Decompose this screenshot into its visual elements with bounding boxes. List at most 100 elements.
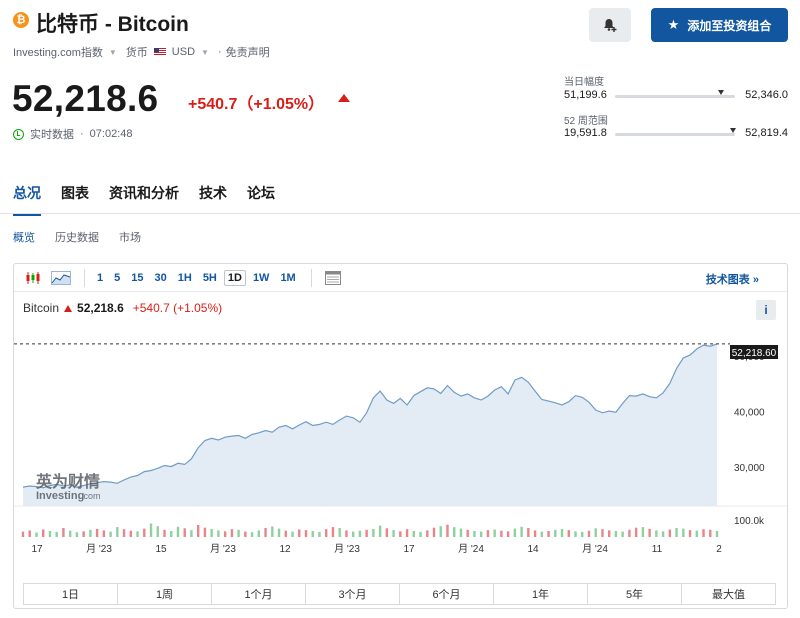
table-view-icon[interactable]: [324, 269, 342, 287]
range-1m[interactable]: 1个月: [212, 584, 306, 604]
x-tick-label: 15: [155, 544, 167, 555]
range-1y[interactable]: 1年: [494, 584, 588, 604]
range-6m[interactable]: 6个月: [400, 584, 494, 604]
range-3m[interactable]: 3个月: [306, 584, 400, 604]
area-chart-icon[interactable]: [50, 269, 72, 287]
volume-bar: [250, 532, 254, 537]
volume-bar: [486, 530, 490, 537]
chevron-down-icon[interactable]: ▼: [201, 47, 209, 57]
week52-range-marker: [729, 128, 736, 133]
legend-change: +540.7 (+1.05%): [132, 301, 223, 315]
x-tick-label: 月 '24: [582, 543, 608, 555]
source-label: Investing.com指数: [13, 47, 103, 59]
tab-news-analysis[interactable]: 资讯和分析: [109, 185, 179, 201]
range-1w[interactable]: 1周: [118, 584, 212, 604]
x-tick-label: 月 '23: [334, 543, 360, 555]
currency-value: USD: [171, 46, 196, 58]
bitcoin-coin-icon: ₿: [13, 12, 29, 28]
price-change: +540.7（+1.05%）: [188, 96, 325, 113]
volume-bar: [601, 529, 604, 537]
volume-bar: [621, 531, 624, 537]
volume-bar: [325, 529, 328, 537]
volume-bar: [21, 531, 25, 537]
volume-bar: [405, 529, 409, 537]
tab-chart[interactable]: 图表: [61, 185, 89, 201]
volume-bar: [358, 530, 362, 537]
x-tick-label: 12: [279, 544, 291, 555]
interval-1min[interactable]: 1: [97, 271, 104, 284]
volume-bar: [473, 531, 476, 537]
volume-bar: [715, 531, 719, 537]
up-arrow-icon: [64, 304, 73, 312]
volume-bar: [75, 532, 79, 537]
volume-bar: [223, 531, 227, 537]
volume-bar: [68, 530, 72, 537]
current-price-label: 52,218.60: [732, 348, 777, 359]
volume-bar: [459, 528, 463, 537]
subtab-overview[interactable]: 概览: [13, 232, 35, 244]
volume-bar: [95, 528, 99, 537]
volume-bar: [426, 530, 429, 537]
volume-bar: [702, 529, 705, 537]
watermark-cn: 英为财情: [35, 472, 100, 491]
interval-1d[interactable]: 1D: [223, 269, 246, 286]
volume-bar: [345, 530, 348, 537]
technical-chart-link[interactable]: 技术图表 »: [705, 274, 759, 286]
interval-1m[interactable]: 1M: [280, 271, 296, 284]
price-area: [23, 343, 717, 506]
subtab-markets[interactable]: 市场: [119, 232, 141, 244]
volume-bar: [614, 531, 618, 537]
interval-5min[interactable]: 5: [114, 271, 121, 284]
volume-bar: [129, 530, 133, 537]
volume-bar: [136, 531, 139, 537]
volume-bar: [284, 530, 287, 537]
volume-bar: [392, 530, 395, 537]
range-selector: 1日 1周 1个月 3个月 6个月 1年 5年 最大值: [23, 583, 776, 605]
tab-overview[interactable]: 总况: [13, 183, 41, 216]
day-range-label: 当日幅度: [564, 77, 604, 88]
volume-bar: [89, 529, 92, 537]
volume-bar: [116, 527, 119, 537]
volume-bar: [439, 526, 442, 537]
range-5y[interactable]: 5年: [588, 584, 682, 604]
add-to-portfolio-button[interactable]: ★ 添加至投资组合: [651, 8, 788, 42]
volume-bar: [55, 531, 58, 537]
candlestick-icon[interactable]: [24, 269, 42, 287]
chart-legend: Bitcoin 52,218.6 +540.7 (+1.05%): [23, 301, 222, 315]
range-max[interactable]: 最大值: [712, 589, 745, 601]
interval-5h[interactable]: 5H: [202, 271, 217, 284]
volume-bar: [520, 526, 523, 537]
volume-bar: [351, 531, 355, 537]
chevron-down-icon[interactable]: ▼: [108, 47, 117, 57]
volume-bar: [176, 526, 180, 537]
sub-tabs: 概览 历史数据 市场: [13, 229, 141, 245]
volume-bar: [682, 528, 685, 537]
range-1d[interactable]: 1日: [24, 584, 118, 604]
add-portfolio-label: 添加至投资组合: [687, 18, 772, 33]
volume-bar: [372, 528, 375, 537]
volume-bar: [419, 531, 422, 537]
volume-bar: [291, 531, 294, 537]
interval-15min[interactable]: 15: [131, 271, 144, 284]
price-alert-button[interactable]: [589, 8, 631, 42]
interval-1h[interactable]: 1H: [177, 271, 192, 284]
volume-bar: [554, 529, 557, 537]
volume-bar: [102, 530, 106, 537]
interval-1w[interactable]: 1W: [252, 271, 270, 284]
tab-forum[interactable]: 论坛: [247, 185, 275, 201]
interval-30min[interactable]: 30: [154, 271, 167, 284]
volume-bar: [587, 530, 591, 537]
volume-bar: [35, 532, 38, 537]
volume-bar: [311, 531, 314, 537]
info-button[interactable]: i: [756, 300, 776, 320]
disclaimer-link[interactable]: 免责声明: [225, 47, 270, 59]
volume-bar: [217, 530, 220, 537]
volume-bar: [210, 528, 213, 537]
volume-bar: [453, 527, 456, 537]
tab-technical[interactable]: 技术: [199, 185, 227, 201]
week52-range-low: 19,591.8: [564, 127, 607, 139]
volume-bar: [156, 526, 159, 537]
subtab-historical-data[interactable]: 历史数据: [55, 232, 99, 244]
volume-bar: [688, 530, 692, 537]
